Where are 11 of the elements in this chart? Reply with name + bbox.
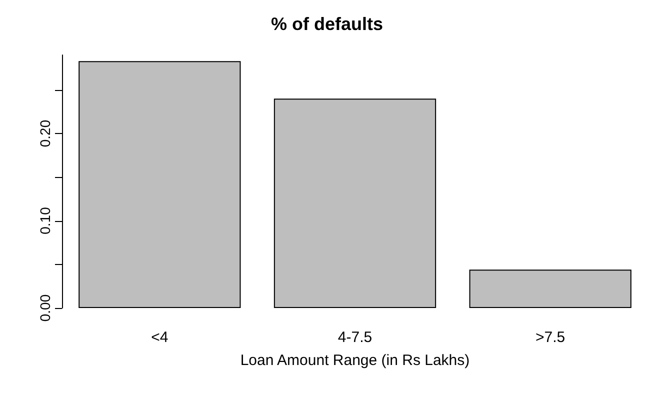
- y-tick-label: 0.10: [37, 206, 53, 234]
- x-tick-label: 4-7.5: [338, 329, 372, 346]
- chart-title: % of defaults: [270, 14, 384, 34]
- x-tick-label: <4: [151, 329, 168, 346]
- bar: [78, 61, 241, 308]
- x-tick-label: >7.5: [536, 329, 566, 346]
- bar: [274, 98, 436, 308]
- y-tick-label: 0.00: [37, 294, 53, 322]
- bar: [469, 270, 632, 308]
- y-tick-label: 0.20: [37, 120, 53, 148]
- x-axis-title: Loan Amount Range (in Rs Lakhs): [240, 352, 470, 369]
